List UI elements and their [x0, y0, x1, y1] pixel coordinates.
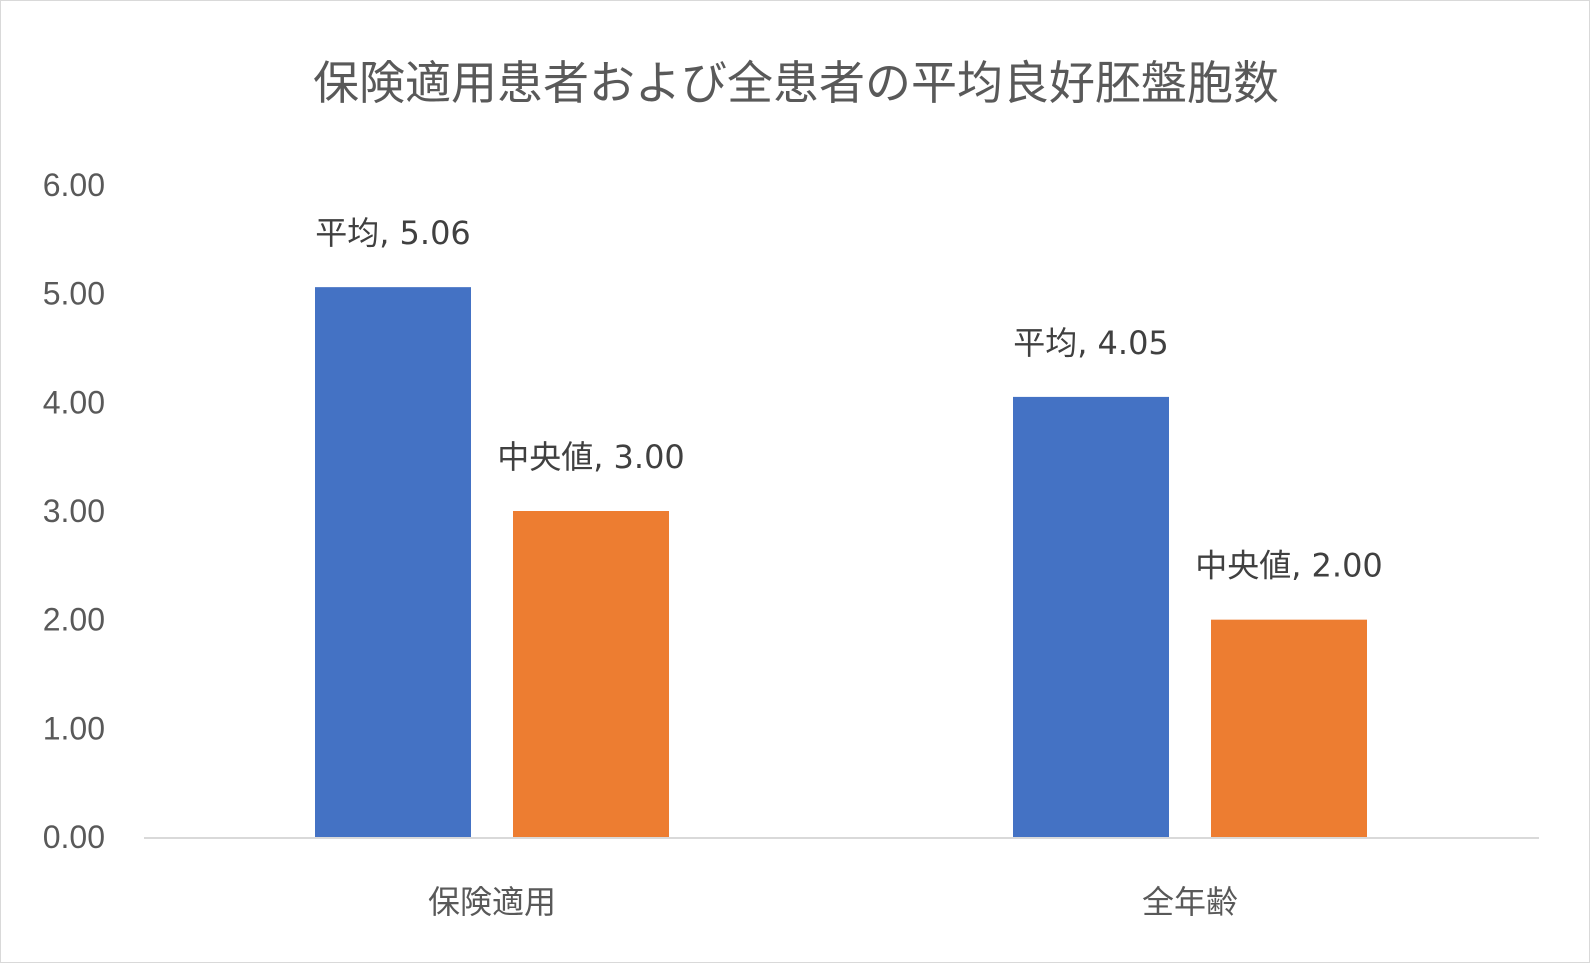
y-tick-label: 2.00: [43, 602, 105, 638]
category-label: 全年齢: [1142, 883, 1238, 921]
y-tick-label: 6.00: [43, 167, 105, 203]
data-label-median-0: 中央値, 3.00: [497, 438, 685, 476]
data-label-median-1: 中央値, 2.00: [1195, 547, 1383, 585]
y-tick-label: 4.00: [43, 384, 105, 420]
y-tick-label: 3.00: [43, 493, 105, 529]
y-tick-label: 1.00: [43, 710, 105, 746]
bar-median-1: [1211, 619, 1367, 837]
data-label-mean-0: 平均, 5.06: [315, 214, 471, 252]
data-label-mean-1: 平均, 4.05: [1013, 324, 1169, 362]
chart-title: 保険適用患者および全患者の平均良好胚盤胞数: [313, 56, 1279, 110]
bar-mean-0: [315, 287, 471, 837]
y-tick-label: 0.00: [43, 819, 105, 855]
bars: [315, 287, 1367, 837]
bar-median-0: [513, 511, 669, 837]
category-label: 保険適用: [428, 883, 556, 921]
category-labels: 保険適用 全年齢: [428, 883, 1238, 921]
data-labels: 平均, 5.06 平均, 4.05 中央値, 3.00 中央値, 2.00: [315, 214, 1383, 585]
bar-mean-1: [1013, 396, 1169, 837]
y-axis-ticks: 0.00 1.00 2.00 3.00 4.00 5.00 6.00: [43, 167, 105, 855]
y-tick-label: 5.00: [43, 276, 105, 312]
